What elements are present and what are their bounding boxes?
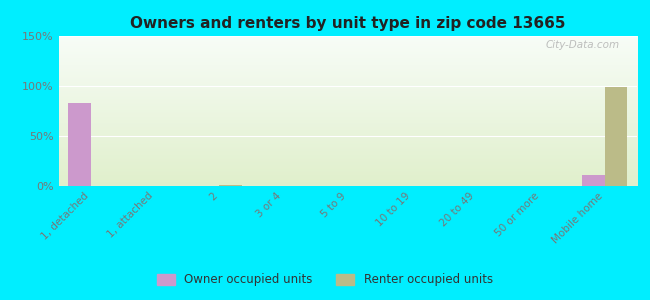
Bar — [219, 185, 242, 186]
Bar — [582, 175, 605, 186]
Title: Owners and renters by unit type in zip code 13665: Owners and renters by unit type in zip c… — [130, 16, 566, 31]
Legend: Owner occupied units, Renter occupied units: Owner occupied units, Renter occupied un… — [153, 269, 497, 291]
Bar — [68, 103, 90, 186]
Bar — [605, 87, 627, 186]
Text: City-Data.com: City-Data.com — [545, 40, 619, 50]
